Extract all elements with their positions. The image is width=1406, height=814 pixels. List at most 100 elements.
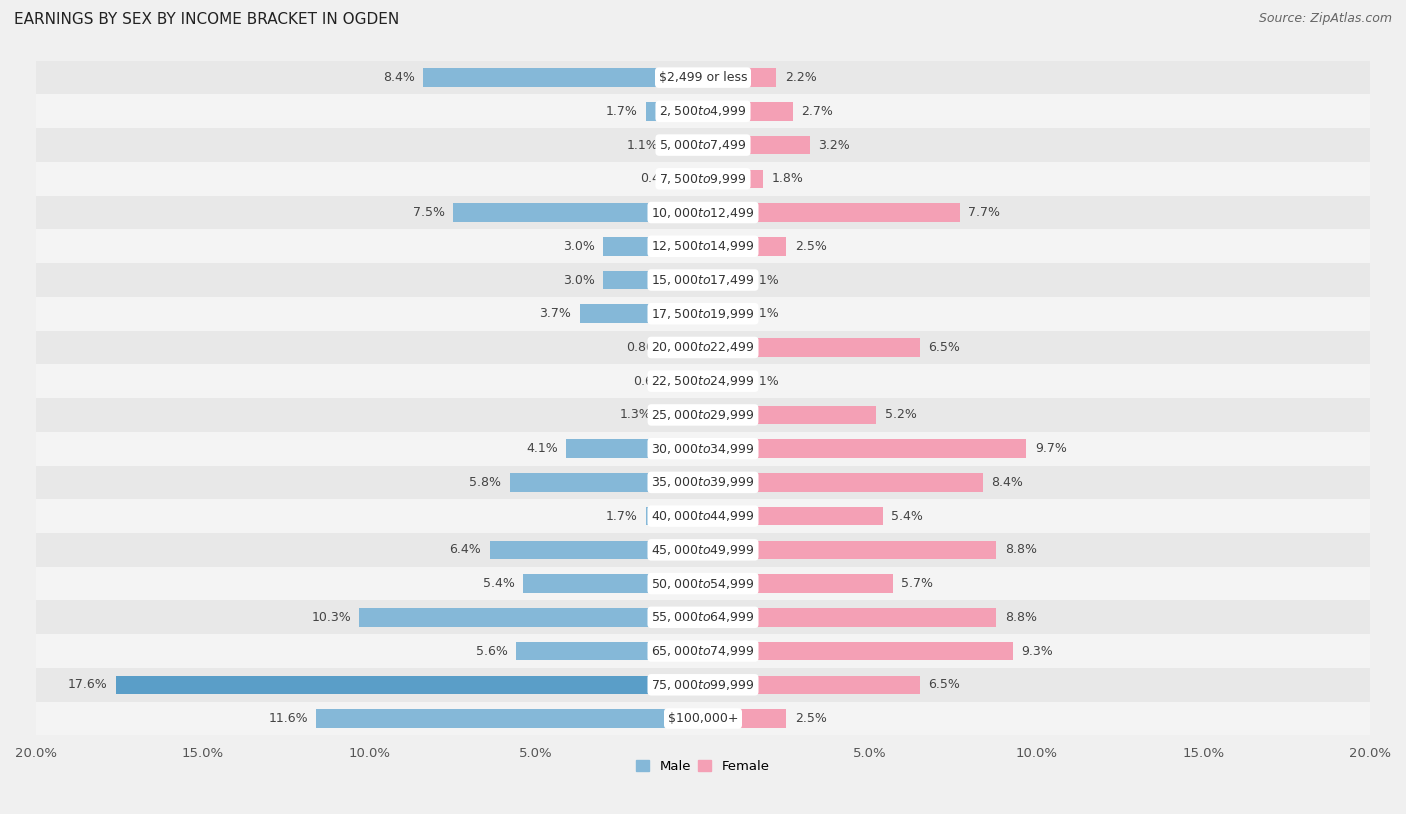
Bar — [703, 473, 983, 492]
Bar — [37, 634, 1369, 668]
Text: $25,000 to $29,999: $25,000 to $29,999 — [651, 408, 755, 422]
Text: 8.4%: 8.4% — [991, 476, 1024, 489]
Bar — [603, 237, 703, 256]
Bar — [675, 338, 703, 357]
Text: $100,000+: $100,000+ — [668, 712, 738, 725]
Bar — [37, 230, 1369, 263]
Text: 17.6%: 17.6% — [67, 678, 108, 691]
Text: $22,500 to $24,999: $22,500 to $24,999 — [651, 374, 755, 388]
Text: $75,000 to $99,999: $75,000 to $99,999 — [651, 678, 755, 692]
Text: $12,500 to $14,999: $12,500 to $14,999 — [651, 239, 755, 253]
Bar — [703, 136, 810, 155]
Bar — [647, 102, 703, 120]
Text: 10.3%: 10.3% — [311, 610, 352, 624]
Text: 0.86%: 0.86% — [626, 341, 666, 354]
Text: $2,499 or less: $2,499 or less — [659, 71, 747, 84]
Bar — [37, 129, 1369, 162]
Bar — [703, 641, 1014, 660]
Bar — [703, 608, 997, 627]
Bar — [666, 136, 703, 155]
Text: EARNINGS BY SEX BY INCOME BRACKET IN OGDEN: EARNINGS BY SEX BY INCOME BRACKET IN OGD… — [14, 12, 399, 27]
Bar — [703, 169, 763, 188]
Bar — [37, 499, 1369, 533]
Text: 5.8%: 5.8% — [470, 476, 501, 489]
Text: 3.0%: 3.0% — [562, 240, 595, 253]
Bar — [37, 195, 1369, 230]
Bar — [703, 709, 786, 728]
Bar — [703, 304, 740, 323]
Text: $17,500 to $19,999: $17,500 to $19,999 — [651, 307, 755, 321]
Text: 2.5%: 2.5% — [794, 240, 827, 253]
Text: 9.7%: 9.7% — [1035, 442, 1067, 455]
Text: 5.7%: 5.7% — [901, 577, 934, 590]
Bar — [516, 641, 703, 660]
Bar — [37, 297, 1369, 330]
Bar — [689, 169, 703, 188]
Text: $20,000 to $22,499: $20,000 to $22,499 — [651, 340, 755, 354]
Bar — [703, 68, 776, 87]
Bar — [37, 61, 1369, 94]
Bar — [682, 372, 703, 391]
Bar — [360, 608, 703, 627]
Bar — [703, 540, 997, 559]
Bar — [423, 68, 703, 87]
Text: 6.4%: 6.4% — [450, 544, 481, 556]
Bar — [703, 271, 740, 289]
Text: 1.7%: 1.7% — [606, 105, 638, 118]
Text: 1.1%: 1.1% — [748, 274, 780, 287]
Bar — [37, 431, 1369, 466]
Text: 4.1%: 4.1% — [526, 442, 558, 455]
Bar — [703, 507, 883, 525]
Text: $5,000 to $7,499: $5,000 to $7,499 — [659, 138, 747, 152]
Bar — [37, 702, 1369, 735]
Legend: Male, Female: Male, Female — [631, 755, 775, 778]
Text: 2.7%: 2.7% — [801, 105, 834, 118]
Text: $10,000 to $12,499: $10,000 to $12,499 — [651, 206, 755, 220]
Bar — [37, 533, 1369, 567]
Bar — [703, 338, 920, 357]
Text: $2,500 to $4,999: $2,500 to $4,999 — [659, 104, 747, 118]
Bar — [37, 601, 1369, 634]
Bar — [37, 365, 1369, 398]
Text: $35,000 to $39,999: $35,000 to $39,999 — [651, 475, 755, 489]
Bar — [37, 162, 1369, 195]
Text: 6.5%: 6.5% — [928, 341, 960, 354]
Bar — [453, 204, 703, 222]
Bar — [703, 405, 876, 424]
Text: 5.2%: 5.2% — [884, 409, 917, 422]
Bar — [703, 440, 1026, 458]
Text: $15,000 to $17,499: $15,000 to $17,499 — [651, 273, 755, 287]
Bar — [316, 709, 703, 728]
Bar — [703, 237, 786, 256]
Text: 8.4%: 8.4% — [382, 71, 415, 84]
Bar — [703, 676, 920, 694]
Text: 11.6%: 11.6% — [269, 712, 308, 725]
Text: 1.1%: 1.1% — [748, 374, 780, 387]
Text: $7,500 to $9,999: $7,500 to $9,999 — [659, 172, 747, 186]
Bar — [647, 507, 703, 525]
Text: 7.5%: 7.5% — [412, 206, 444, 219]
Text: 6.5%: 6.5% — [928, 678, 960, 691]
Text: 3.0%: 3.0% — [562, 274, 595, 287]
Text: 7.7%: 7.7% — [969, 206, 1000, 219]
Text: $45,000 to $49,999: $45,000 to $49,999 — [651, 543, 755, 557]
Text: 1.3%: 1.3% — [620, 409, 651, 422]
Text: 8.8%: 8.8% — [1005, 544, 1036, 556]
Text: $30,000 to $34,999: $30,000 to $34,999 — [651, 442, 755, 456]
Text: 2.5%: 2.5% — [794, 712, 827, 725]
Text: 0.64%: 0.64% — [634, 374, 673, 387]
Bar — [509, 473, 703, 492]
Bar — [37, 94, 1369, 129]
Bar — [579, 304, 703, 323]
Bar — [37, 668, 1369, 702]
Bar — [703, 102, 793, 120]
Text: Source: ZipAtlas.com: Source: ZipAtlas.com — [1258, 12, 1392, 25]
Text: 9.3%: 9.3% — [1022, 645, 1053, 658]
Bar — [703, 575, 893, 593]
Bar — [603, 271, 703, 289]
Bar — [659, 405, 703, 424]
Bar — [703, 204, 960, 222]
Bar — [37, 398, 1369, 431]
Text: 1.8%: 1.8% — [772, 173, 803, 186]
Bar — [37, 330, 1369, 365]
